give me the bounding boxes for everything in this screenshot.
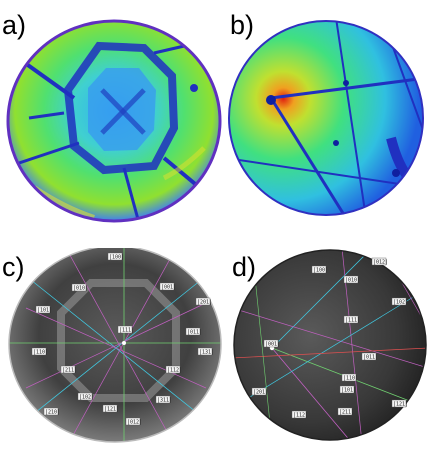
index-label: [201] (195, 297, 212, 306)
svg-text:[111]: [111] (119, 328, 134, 334)
svg-text:[110]: [110] (343, 376, 358, 382)
index-label: [110] (341, 373, 358, 382)
index-label: [211] (337, 407, 354, 416)
svg-text:[001]: [001] (265, 342, 280, 348)
svg-text:[311]: [311] (157, 398, 172, 404)
index-label: [100] (107, 252, 124, 261)
svg-text:[111]: [111] (345, 318, 360, 324)
heatmap-b (228, 20, 424, 216)
svg-text:[012]: [012] (373, 260, 388, 266)
panel-a (4, 18, 224, 223)
index-label: [001] (263, 339, 280, 348)
index-label: [011] (361, 352, 378, 361)
pattern-c: [100] [010] [111] [001] [101] [011] [110… (8, 248, 222, 443)
svg-text:[201]: [201] (253, 390, 268, 396)
svg-text:[211]: [211] (339, 410, 354, 416)
index-label: [102] (77, 392, 94, 401)
pattern-d: [100] [010] [001] [111] [011] [110] [101… (233, 249, 427, 441)
index-label: [001] (159, 282, 176, 291)
index-label: [201] (251, 387, 268, 396)
svg-text:[010]: [010] (73, 286, 88, 292)
index-label: [012] (371, 257, 388, 266)
index-label: [121] (391, 399, 408, 408)
svg-text:[110]: [110] (33, 350, 48, 356)
panel-b (226, 18, 426, 218)
svg-text:[210]: [210] (45, 410, 60, 416)
svg-text:[112]: [112] (167, 368, 182, 374)
panel-c: [100] [010] [111] [001] [101] [011] [110… (6, 248, 224, 448)
svg-text:[102]: [102] (79, 395, 94, 401)
svg-text:[100]: [100] (109, 255, 124, 261)
svg-text:[100]: [100] (313, 268, 328, 274)
index-label: [211] (60, 365, 77, 374)
index-label: [100] (311, 265, 328, 274)
svg-text:[012]: [012] (127, 420, 142, 426)
index-labels-c: [100] [010] [111] [001] [101] [011] [110… (31, 252, 214, 426)
index-label: [112] (165, 365, 182, 374)
panel-d: [100] [010] [001] [111] [011] [110] [101… (232, 248, 428, 443)
svg-text:[011]: [011] (187, 330, 202, 336)
svg-text:[101]: [101] (341, 388, 356, 394)
index-label: [010] (343, 275, 360, 284)
index-label: [012] (125, 417, 142, 426)
panel-b-label: b) (230, 10, 255, 40)
svg-text:[121]: [121] (393, 402, 408, 408)
panel-a-label: a) (2, 10, 27, 40)
index-label: [131] (197, 347, 214, 356)
index-label: [011] (185, 327, 202, 336)
index-label: [101] (339, 385, 356, 394)
index-label: [210] (43, 407, 60, 416)
panel-d-label: d) (232, 252, 257, 282)
svg-text:[131]: [131] (199, 350, 214, 356)
index-label: [102] (391, 297, 408, 306)
index-label: [112] (291, 410, 308, 419)
index-label: [311] (155, 395, 172, 404)
index-label: [111] (117, 325, 134, 334)
svg-text:[211]: [211] (62, 368, 77, 374)
index-labels-d: [100] [010] [001] [111] [011] [110] [101… (251, 257, 408, 419)
svg-text:[102]: [102] (393, 300, 408, 306)
panel-c-label: c) (2, 252, 25, 282)
svg-text:[010]: [010] (345, 278, 360, 284)
svg-text:[112]: [112] (293, 413, 308, 419)
svg-text:[101]: [101] (37, 308, 52, 314)
index-label: [111] (343, 315, 360, 324)
svg-text:[001]: [001] (161, 285, 176, 291)
index-label: [101] (35, 305, 52, 314)
svg-text:[201]: [201] (197, 300, 212, 306)
heatmap-a (6, 19, 222, 223)
svg-text:[121]: [121] (104, 407, 119, 413)
index-label: [110] (31, 347, 48, 356)
svg-text:[011]: [011] (363, 355, 378, 361)
index-label: [010] (71, 283, 88, 292)
index-label: [121] (102, 404, 119, 413)
